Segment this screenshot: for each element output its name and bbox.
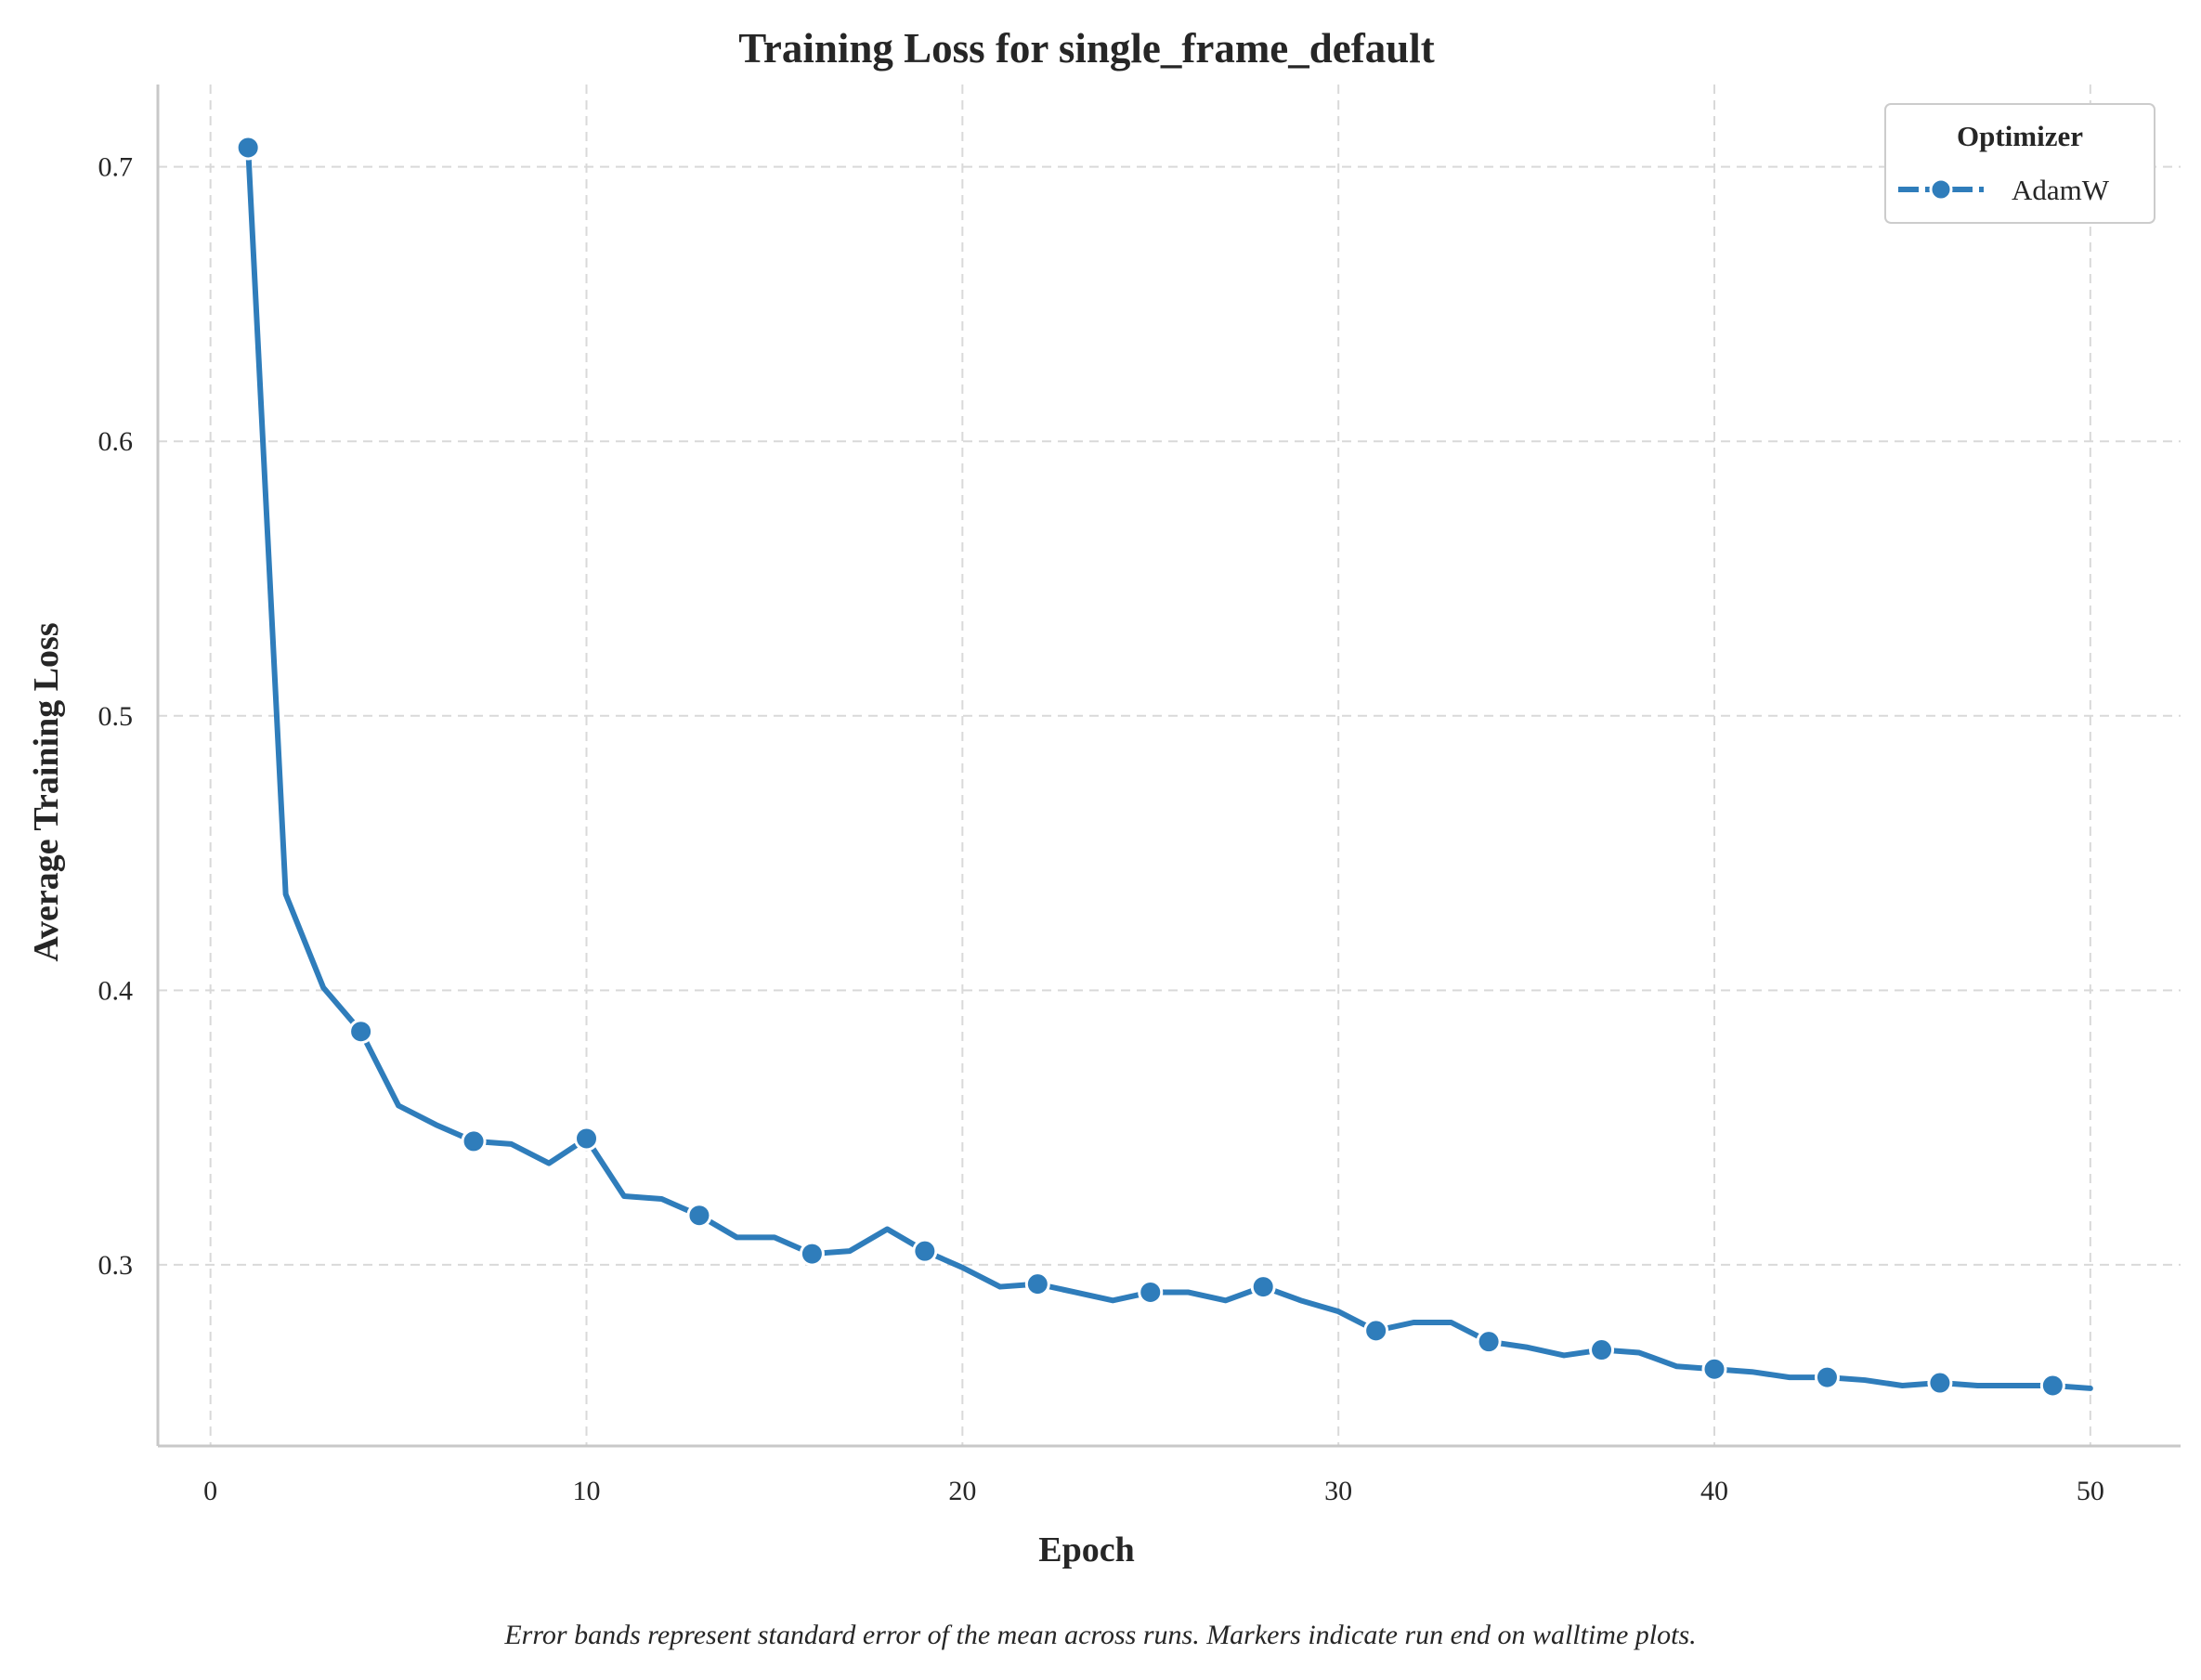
series-line-adamw bbox=[245, 144, 2093, 1391]
x-tick-label: 40 bbox=[1700, 1476, 1728, 1506]
data-point bbox=[686, 1203, 712, 1229]
data-point bbox=[1363, 1318, 1389, 1344]
data-point bbox=[2039, 1373, 2065, 1399]
data-point bbox=[799, 1241, 825, 1267]
x-axis-label: Epoch bbox=[1038, 1530, 1134, 1569]
data-point bbox=[348, 1019, 374, 1045]
chart-title: Training Loss for single_frame_default bbox=[738, 25, 1435, 72]
data-point bbox=[1476, 1329, 1502, 1355]
data-point bbox=[1927, 1370, 1953, 1396]
data-point bbox=[912, 1238, 938, 1264]
chart-caption: Error bands represent standard error of … bbox=[503, 1620, 1696, 1650]
data-point bbox=[1814, 1364, 1840, 1390]
grid-layer bbox=[158, 85, 2181, 1446]
data-point bbox=[235, 135, 261, 161]
x-tick-label: 0 bbox=[203, 1476, 217, 1506]
legend: Optimizer AdamW bbox=[1884, 103, 2155, 224]
tick-labels: 0 10 20 30 40 50 0.3 0.4 0.5 0.6 0.7 bbox=[98, 152, 2104, 1506]
series-layer bbox=[235, 135, 2093, 1399]
y-tick-label: 0.5 bbox=[98, 701, 134, 732]
y-tick-label: 0.6 bbox=[98, 426, 134, 457]
legend-swatch-marker bbox=[1929, 177, 1953, 202]
x-tick-label: 10 bbox=[573, 1476, 601, 1506]
x-tick-label: 20 bbox=[948, 1476, 976, 1506]
data-point bbox=[574, 1126, 600, 1152]
data-point bbox=[1138, 1279, 1164, 1305]
spines bbox=[156, 85, 2181, 1448]
y-tick-label: 0.7 bbox=[98, 152, 134, 183]
data-point bbox=[1250, 1274, 1276, 1300]
data-point bbox=[461, 1128, 487, 1154]
data-point bbox=[1024, 1271, 1050, 1297]
y-axis-label: Average Training Loss bbox=[27, 622, 66, 961]
legend-box bbox=[1884, 103, 2155, 224]
data-point bbox=[1701, 1356, 1727, 1382]
y-tick-label: 0.3 bbox=[98, 1250, 134, 1281]
y-tick-label: 0.4 bbox=[98, 975, 134, 1006]
data-point bbox=[1589, 1337, 1615, 1363]
x-tick-label: 50 bbox=[2077, 1476, 2104, 1506]
legend-title: Optimizer bbox=[1957, 120, 2083, 152]
legend-label: AdamW bbox=[2012, 174, 2110, 206]
x-tick-label: 30 bbox=[1324, 1476, 1352, 1506]
